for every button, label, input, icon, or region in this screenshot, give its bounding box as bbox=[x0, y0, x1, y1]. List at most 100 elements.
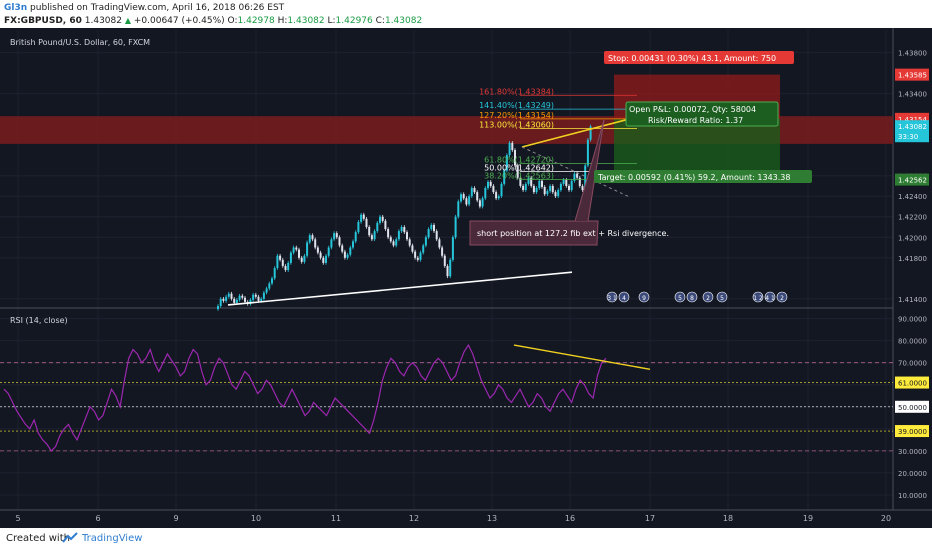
author-link[interactable]: Gl3n bbox=[4, 3, 28, 13]
candle-body bbox=[508, 142, 511, 156]
candle-body bbox=[362, 214, 365, 219]
candle-body bbox=[235, 299, 238, 303]
candle-body bbox=[343, 251, 346, 258]
chart-background bbox=[0, 28, 932, 528]
event-flag-icon bbox=[702, 291, 714, 303]
event-flag-label: 4 bbox=[622, 295, 626, 302]
candle-body bbox=[295, 247, 298, 250]
fib-label: 141.40%(1.43249) bbox=[479, 101, 554, 110]
event-flag-label: 5 bbox=[678, 295, 682, 302]
candle-body bbox=[522, 185, 525, 191]
rsi-level-tag bbox=[895, 425, 929, 438]
event-flag-label: 5 bbox=[720, 295, 724, 302]
candle-body bbox=[565, 179, 568, 186]
candles bbox=[217, 124, 592, 311]
candle-body bbox=[484, 188, 487, 199]
candle-body bbox=[519, 177, 522, 186]
candle-body bbox=[449, 259, 452, 277]
target-label-box bbox=[594, 170, 812, 183]
time-axis[interactable]: 5 6 9 10 11 12 13 16 17 18 19 20 bbox=[15, 514, 891, 523]
candle-body bbox=[230, 293, 233, 299]
candle-body bbox=[268, 283, 271, 289]
price-tag bbox=[895, 68, 929, 81]
candle-body bbox=[500, 183, 503, 197]
price-tag bbox=[895, 130, 929, 143]
rsi-level-tag bbox=[895, 400, 929, 413]
target-label: Target: 0.00592 (0.41%) 59.2, Amount: 13… bbox=[597, 173, 790, 182]
candle-body bbox=[584, 165, 587, 191]
candle-body bbox=[349, 247, 352, 255]
rsi-tick-label: 20.0000 bbox=[898, 470, 927, 478]
candle-body bbox=[427, 229, 430, 238]
candle-body bbox=[538, 180, 541, 189]
price-tag-label: 1.42562 bbox=[898, 177, 927, 185]
footer: Created with TradingView bbox=[0, 528, 932, 550]
candle-body bbox=[225, 296, 228, 301]
rsi-title: RSI (14, close) bbox=[10, 316, 68, 325]
price-tag-label: 33:30 bbox=[898, 133, 918, 141]
candle-body bbox=[346, 254, 349, 258]
price-axis[interactable]: 1.438001.434001.430001.426001.424001.422… bbox=[895, 50, 929, 304]
candle-body bbox=[322, 257, 325, 263]
close-value: 1.43082 bbox=[384, 16, 423, 26]
annotation-box bbox=[469, 220, 599, 246]
candle-body bbox=[314, 239, 317, 248]
price-tick-label: 1.41800 bbox=[898, 255, 927, 263]
candle-body bbox=[260, 298, 263, 301]
tradingview-brand[interactable]: TradingView bbox=[82, 533, 143, 544]
candle-body bbox=[535, 188, 538, 193]
candle-body bbox=[516, 165, 519, 178]
candle-body bbox=[465, 198, 468, 205]
price-tag-label: 1.43585 bbox=[898, 72, 927, 80]
candle-body bbox=[511, 142, 514, 151]
candle-body bbox=[487, 181, 489, 189]
candle-body bbox=[306, 242, 309, 256]
price-change: +0.00647 (+0.45%) bbox=[133, 16, 225, 26]
price-tick-label: 1.43800 bbox=[898, 50, 927, 58]
last-price: 1.43082 bbox=[84, 16, 122, 26]
event-flag-icon bbox=[752, 291, 764, 303]
created-with-text: Created with bbox=[6, 533, 70, 544]
price-tag bbox=[895, 120, 929, 133]
time-tick-label: 10 bbox=[251, 514, 261, 523]
event-flag-icon bbox=[618, 291, 630, 303]
annotation-pointer bbox=[574, 119, 605, 222]
fib-label: 113.00%(1.43060) bbox=[479, 120, 554, 129]
candle-body bbox=[532, 185, 535, 193]
candle-body bbox=[303, 255, 306, 262]
time-tick-label: 16 bbox=[565, 514, 575, 523]
candle-body bbox=[327, 247, 330, 256]
candle-body bbox=[373, 231, 376, 240]
rsi-level-label: 61.0000 bbox=[898, 380, 927, 388]
rsi-axis[interactable]: 90.000080.000070.000060.000050.000040.00… bbox=[895, 316, 929, 500]
candle-body bbox=[441, 247, 444, 256]
rsi-tick-label: 10.0000 bbox=[898, 492, 927, 500]
candle-body bbox=[217, 306, 219, 310]
candle-body bbox=[403, 226, 406, 233]
rsi-tick-label: 90.0000 bbox=[898, 316, 927, 324]
event-flag-label: 9 bbox=[642, 295, 646, 302]
up-arrow-icon: ▲ bbox=[124, 16, 131, 25]
time-tick-label: 5 bbox=[15, 514, 20, 523]
rsi-tick-label: 70.0000 bbox=[898, 360, 927, 368]
candle-body bbox=[308, 235, 311, 243]
candle-body bbox=[422, 245, 425, 253]
candle-body bbox=[470, 188, 473, 197]
candle-body bbox=[570, 180, 573, 191]
candle-body bbox=[311, 235, 314, 240]
candle-body bbox=[562, 179, 565, 184]
chart-canvas[interactable]: 161.80%(1.43384) 141.40%(1.43249)127.20%(… bbox=[0, 28, 932, 528]
time-tick-label: 19 bbox=[803, 514, 813, 523]
candle-body bbox=[497, 196, 500, 199]
candle-body bbox=[492, 185, 495, 193]
candle-body bbox=[298, 249, 300, 258]
pnl-label: Open P&L: 0.00072, Qty: 58004 bbox=[629, 105, 756, 114]
candle-body bbox=[265, 288, 268, 293]
ohlc-line: FX:GBPUSD, 60 1.43082 ▲ +0.00647 (+0.45%… bbox=[4, 15, 422, 27]
candle-body bbox=[397, 231, 400, 240]
candle-body bbox=[462, 194, 465, 199]
candle-body bbox=[576, 173, 579, 178]
candle-body bbox=[262, 292, 265, 299]
candle-body bbox=[489, 181, 492, 186]
candle-body bbox=[541, 180, 543, 187]
